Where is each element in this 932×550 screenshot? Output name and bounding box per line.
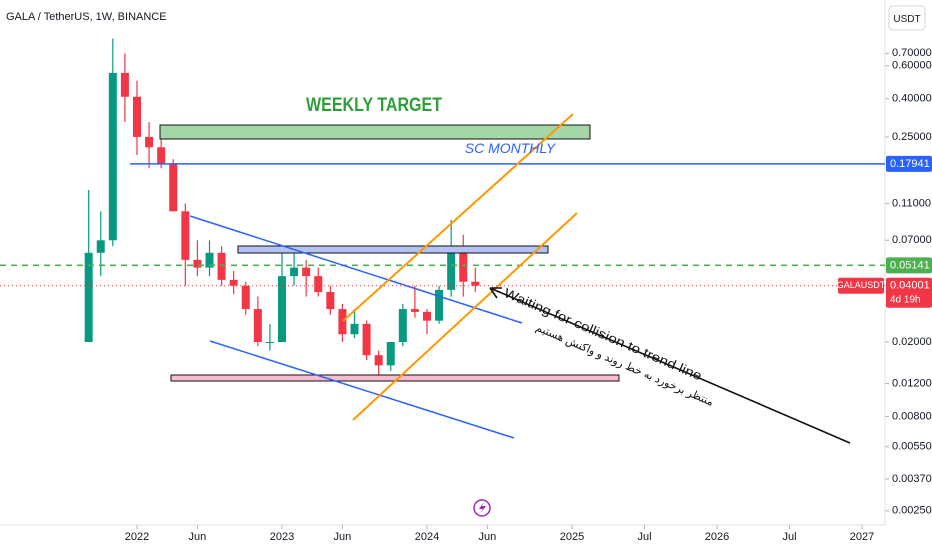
candle-body: [410, 309, 419, 312]
candle-body: [447, 252, 456, 290]
y-tick-label: 0.00800: [892, 410, 932, 422]
x-tick-label: 2022: [125, 531, 149, 543]
last-price-label: 0.04001: [890, 280, 930, 292]
level-price-label: 0.05141: [890, 259, 930, 271]
events-icon-bolt: [479, 502, 486, 514]
candle-body: [302, 267, 311, 277]
symbol-header: GALA / TetherUS, 1W, BINANCE: [6, 11, 167, 23]
weekly-target-label: WEEKLY TARGET: [306, 95, 442, 116]
candle-body: [169, 163, 178, 212]
x-tick-label: Jun: [189, 531, 207, 543]
candle-body: [253, 309, 262, 343]
candle-body: [398, 309, 407, 343]
level-price-label: 0.17941: [890, 158, 930, 170]
candle-body: [157, 147, 166, 164]
symbol-label: GALAUSDT: [837, 280, 886, 290]
arrow-head: [489, 287, 502, 299]
countdown-label: 4d 19h: [890, 294, 921, 305]
y-tick-label: 0.60000: [892, 60, 932, 72]
candle-body: [133, 96, 141, 137]
candle-body: [84, 252, 93, 343]
last-price-box: [886, 277, 932, 308]
candle-body: [374, 355, 383, 366]
target-zone: [159, 124, 591, 140]
candle-body: [326, 292, 335, 310]
x-tick-label: 2023: [270, 531, 294, 543]
currency-button-label[interactable]: USDT: [893, 14, 920, 25]
candle-body: [241, 285, 250, 310]
x-tick-label: Jun: [479, 531, 497, 543]
y-tick-label: 0.01200: [892, 377, 932, 389]
level-price-box: [886, 155, 932, 172]
note-en: Waiting for collision to trend line: [502, 285, 704, 383]
candle-body: [386, 342, 395, 366]
candle-body: [471, 281, 480, 286]
candle-body: [314, 276, 323, 293]
x-tick-label: Jul: [637, 531, 651, 543]
candle-body: [96, 240, 105, 253]
rising-channel-line: [352, 212, 578, 421]
y-tick-label: 0.00370: [892, 473, 932, 485]
y-tick-label: 0.07000: [892, 234, 932, 246]
candle-body: [290, 267, 299, 277]
candle-body: [145, 136, 154, 148]
x-tick-label: 2027: [850, 531, 874, 543]
channel-line: [209, 340, 515, 439]
candles: [84, 38, 480, 377]
candle-body: [362, 323, 371, 356]
rising-channel-line: [342, 113, 574, 322]
candle-body: [459, 252, 468, 282]
y-tick-label: 0.00250: [892, 505, 932, 517]
candle-body: [108, 72, 117, 241]
resistance-zone: [237, 245, 549, 254]
candle-body: [435, 289, 444, 321]
candle-body: [120, 72, 129, 97]
x-tick-label: Jun: [334, 531, 352, 543]
candle-body: [193, 259, 202, 268]
currency-button[interactable]: [888, 5, 926, 31]
candle-body: [278, 276, 286, 343]
x-tick-label: Jul: [782, 531, 796, 543]
candle-body: [229, 279, 238, 286]
candle-body: [181, 211, 190, 260]
y-tick-label: 0.02000: [892, 336, 932, 348]
x-tick-label: 2025: [560, 531, 584, 543]
y-tick-label: 0.25000: [892, 131, 932, 143]
level-price-box: [886, 257, 932, 274]
candle-body: [217, 252, 226, 280]
channel-line: [189, 215, 523, 324]
x-tick-label: 2026: [705, 531, 729, 543]
y-tick-label: 0.70000: [892, 47, 932, 59]
levels: 0.17941 0.05141: [0, 155, 932, 274]
x-tick-label: 2024: [415, 531, 439, 543]
candle-body: [205, 252, 214, 268]
sc-monthly-label: SC MONTHLY: [465, 140, 557, 156]
y-tick-label: 0.00550: [892, 441, 932, 453]
candle-body: [338, 309, 347, 335]
symbol-box: [838, 277, 884, 294]
y-tick-label: 0.40000: [892, 93, 932, 105]
candle-body: [265, 342, 274, 344]
y-tick-label: 0.11000: [892, 197, 931, 209]
candle-body: [350, 323, 359, 335]
candle-body: [423, 311, 431, 321]
arrow: [489, 287, 851, 444]
